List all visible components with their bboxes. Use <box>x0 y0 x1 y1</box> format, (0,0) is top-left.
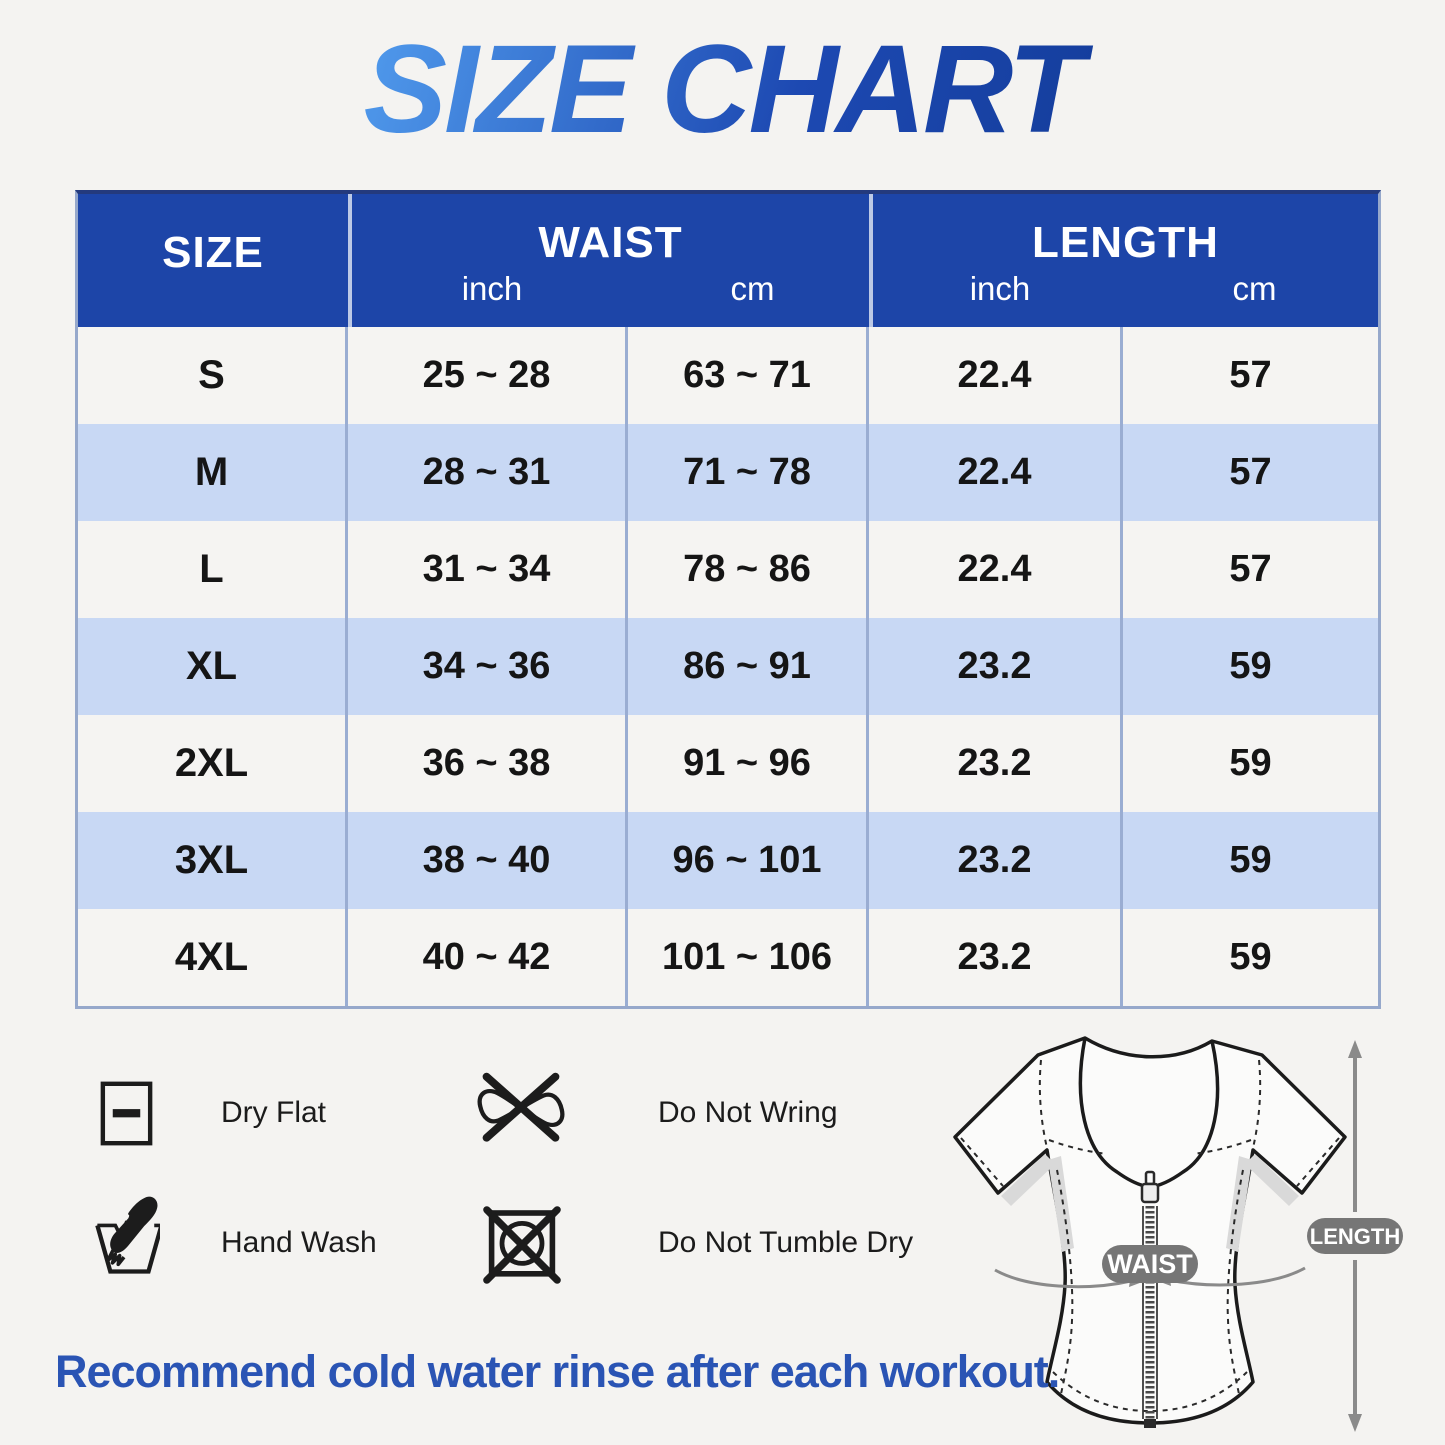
cell-size: 3XL <box>78 812 348 909</box>
table-row-3xl: 3XL 38 ~ 40 96 ~ 101 23.2 59 <box>78 812 1378 909</box>
footer-note: Recommend cold water rinse after each wo… <box>55 1346 1060 1397</box>
cell-waist-inch: 38 ~ 40 <box>348 812 628 909</box>
cell-length-cm: 57 <box>1229 548 1272 590</box>
cell-waist-cm: 96 ~ 101 <box>628 812 869 909</box>
cell-size: M <box>78 424 348 521</box>
table-row-4xl: 4XL 40 ~ 42 101 ~ 106 23.2 59 <box>78 909 1378 1006</box>
table-row-xl: XL 34 ~ 36 86 ~ 91 23.2 59 <box>78 618 1378 715</box>
cell-length-cm: 59 <box>1229 839 1272 881</box>
table-row-s: S 25 ~ 28 63 ~ 71 22.4 57 <box>78 327 1378 424</box>
waist-badge-label: WAIST <box>1107 1249 1193 1279</box>
cell-waist-inch: 31 ~ 34 <box>348 521 628 618</box>
column-header-size: SIZE <box>78 194 348 327</box>
cell-size: 4XL <box>78 909 348 1006</box>
cell-waist-cm: 71 ~ 78 <box>628 424 869 521</box>
hand-wash-icon <box>95 1196 160 1274</box>
column-header-waist: WAIST inch cm <box>348 194 869 327</box>
cell-length-inch: 23.2 <box>869 715 1123 812</box>
length-badge-label: LENGTH <box>1310 1224 1400 1249</box>
size-chart-table: SIZE WAIST inch cm LENGTH inch cm S 25 ~… <box>75 190 1381 1009</box>
size-header-label: SIZE <box>162 228 264 277</box>
dry-flat-icon <box>100 1081 153 1146</box>
waist-inch-unit-label: inch <box>461 270 523 307</box>
do-not-tumble-dry-icon <box>483 1206 561 1284</box>
column-header-length: LENGTH inch cm <box>869 194 1378 327</box>
garment-measurement-diagram: WAIST LENGTH <box>953 1036 1403 1432</box>
length-cm-unit-label: cm <box>1232 270 1277 307</box>
waist-badge: WAIST <box>1102 1245 1198 1283</box>
cell-waist-inch: 28 ~ 31 <box>348 424 628 521</box>
cell-waist-inch: 34 ~ 36 <box>348 618 628 715</box>
cell-waist-cm: 86 ~ 91 <box>628 618 869 715</box>
cell-waist-cm: 63 ~ 71 <box>628 327 869 424</box>
table-row-l: L 31 ~ 34 78 ~ 86 22.4 57 <box>78 521 1378 618</box>
length-badge: LENGTH <box>1307 1218 1403 1254</box>
cell-length-cm: 57 <box>1229 451 1272 493</box>
do-not-wring-icon <box>477 1072 565 1142</box>
garment-outline <box>953 1036 1347 1425</box>
cell-length-inch: 23.2 <box>869 812 1123 909</box>
cell-length-inch: 23.2 <box>869 618 1123 715</box>
cell-size: S <box>78 327 348 424</box>
cell-length-cm: 57 <box>1229 354 1272 396</box>
cell-waist-inch: 40 ~ 42 <box>348 909 628 1006</box>
table-row-2xl: 2XL 36 ~ 38 91 ~ 96 23.2 59 <box>78 715 1378 812</box>
cell-length-inch: 23.2 <box>869 909 1123 1006</box>
length-arrow <box>1348 1040 1362 1432</box>
cell-length-inch: 22.4 <box>869 521 1123 618</box>
cell-length-inch: 22.4 <box>869 424 1123 521</box>
cell-length-cm: 59 <box>1229 936 1272 978</box>
cell-length-cm: 59 <box>1229 742 1272 784</box>
cell-length-cm: 59 <box>1229 645 1272 687</box>
cell-size: L <box>78 521 348 618</box>
waist-cm-unit-label: cm <box>730 270 775 307</box>
waist-header-label: WAIST <box>538 218 683 267</box>
length-header-label: LENGTH <box>1032 218 1219 267</box>
cell-waist-cm: 101 ~ 106 <box>628 909 869 1006</box>
cell-waist-inch: 36 ~ 38 <box>348 715 628 812</box>
table-row-m: M 28 ~ 31 71 ~ 78 22.4 57 <box>78 424 1378 521</box>
cell-size: XL <box>78 618 348 715</box>
cell-size: 2XL <box>78 715 348 812</box>
care-label-do-not-tumble-dry: Do Not Tumble Dry <box>658 1226 914 1259</box>
care-label-do-not-wring: Do Not Wring <box>658 1096 838 1129</box>
care-label-hand-wash: Hand Wash <box>221 1226 377 1259</box>
cell-length-inch: 22.4 <box>869 327 1123 424</box>
cell-waist-cm: 91 ~ 96 <box>628 715 869 812</box>
length-inch-unit-label: inch <box>969 270 1031 307</box>
cell-waist-cm: 78 ~ 86 <box>628 521 869 618</box>
care-label-dry-flat: Dry Flat <box>221 1096 326 1129</box>
page-title: SIZE CHART <box>0 18 1445 161</box>
table-header: SIZE WAIST inch cm LENGTH inch cm <box>78 194 1378 327</box>
cell-waist-inch: 25 ~ 28 <box>348 327 628 424</box>
